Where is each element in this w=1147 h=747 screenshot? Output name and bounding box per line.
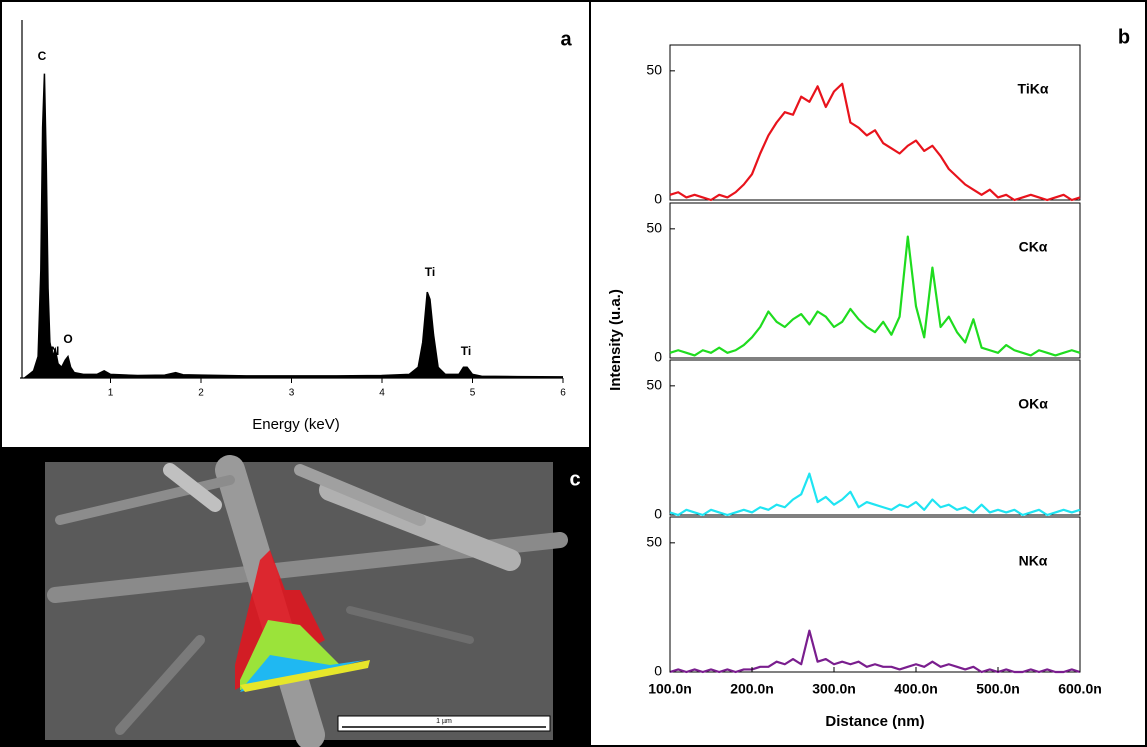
y-tick-label: 0 [654, 506, 662, 522]
peak-label: N [51, 344, 60, 358]
x-tick-label: 400.0n [894, 681, 938, 697]
plot-frame [669, 44, 1081, 201]
x-tick-label: 4 [379, 388, 385, 399]
x-tick-label: 5 [470, 388, 476, 399]
panel-label: c [569, 468, 580, 490]
x-tick-label: 1 [108, 388, 114, 399]
y-tick-label: 50 [646, 377, 662, 393]
y-tick-label: 50 [646, 534, 662, 550]
x-tick-label: 6 [560, 388, 566, 399]
peak-label: Ti [461, 344, 471, 358]
nanorod [346, 606, 474, 644]
series-name: CKα [1019, 239, 1048, 255]
x-tick-label: 3 [289, 388, 295, 399]
sem-image: 1 µm [45, 455, 568, 747]
series-line [669, 82, 1081, 202]
peak-label: C [38, 49, 47, 63]
series-line [669, 629, 1081, 674]
y-tick-label: 0 [654, 663, 662, 679]
spectrum-line [24, 73, 564, 379]
x-tick-label: 100.0n [648, 681, 692, 697]
y-tick-label: 50 [646, 220, 662, 236]
y-axis-label: Intensity (u.a.) [607, 289, 624, 391]
nanorod [163, 463, 222, 512]
plot-frame [669, 359, 1081, 516]
series-name: TiKα [1018, 81, 1049, 97]
nanorod [294, 464, 426, 526]
panel-label: b [1118, 26, 1130, 48]
nanorod [115, 635, 205, 735]
series-name: OKα [1018, 396, 1048, 412]
x-axis-label: Energy (keV) [252, 416, 340, 433]
x-tick-label: 300.0n [812, 681, 856, 697]
x-tick-label: 500.0n [976, 681, 1020, 697]
x-tick-label: 2 [198, 388, 204, 399]
y-tick-label: 50 [646, 62, 662, 78]
peak-label: O [63, 332, 72, 346]
y-tick-label: 0 [654, 349, 662, 365]
x-tick-label: 200.0n [730, 681, 774, 697]
plot-frame [669, 516, 1081, 673]
x-axis-label: Distance (nm) [825, 713, 924, 730]
panel-label: a [560, 28, 572, 50]
y-tick-label: 0 [654, 191, 662, 207]
plot-frame [669, 202, 1081, 359]
series-line [669, 472, 1081, 517]
peak-label: Ti [425, 265, 435, 279]
linescan-overlay [235, 550, 370, 692]
spectrum-fill [24, 73, 563, 378]
series-line [669, 235, 1081, 357]
scale-bar-label: 1 µm [436, 718, 452, 725]
series-name: NKα [1019, 553, 1048, 569]
x-tick-label: 600.0n [1058, 681, 1102, 697]
overlay-yellow [240, 660, 370, 692]
